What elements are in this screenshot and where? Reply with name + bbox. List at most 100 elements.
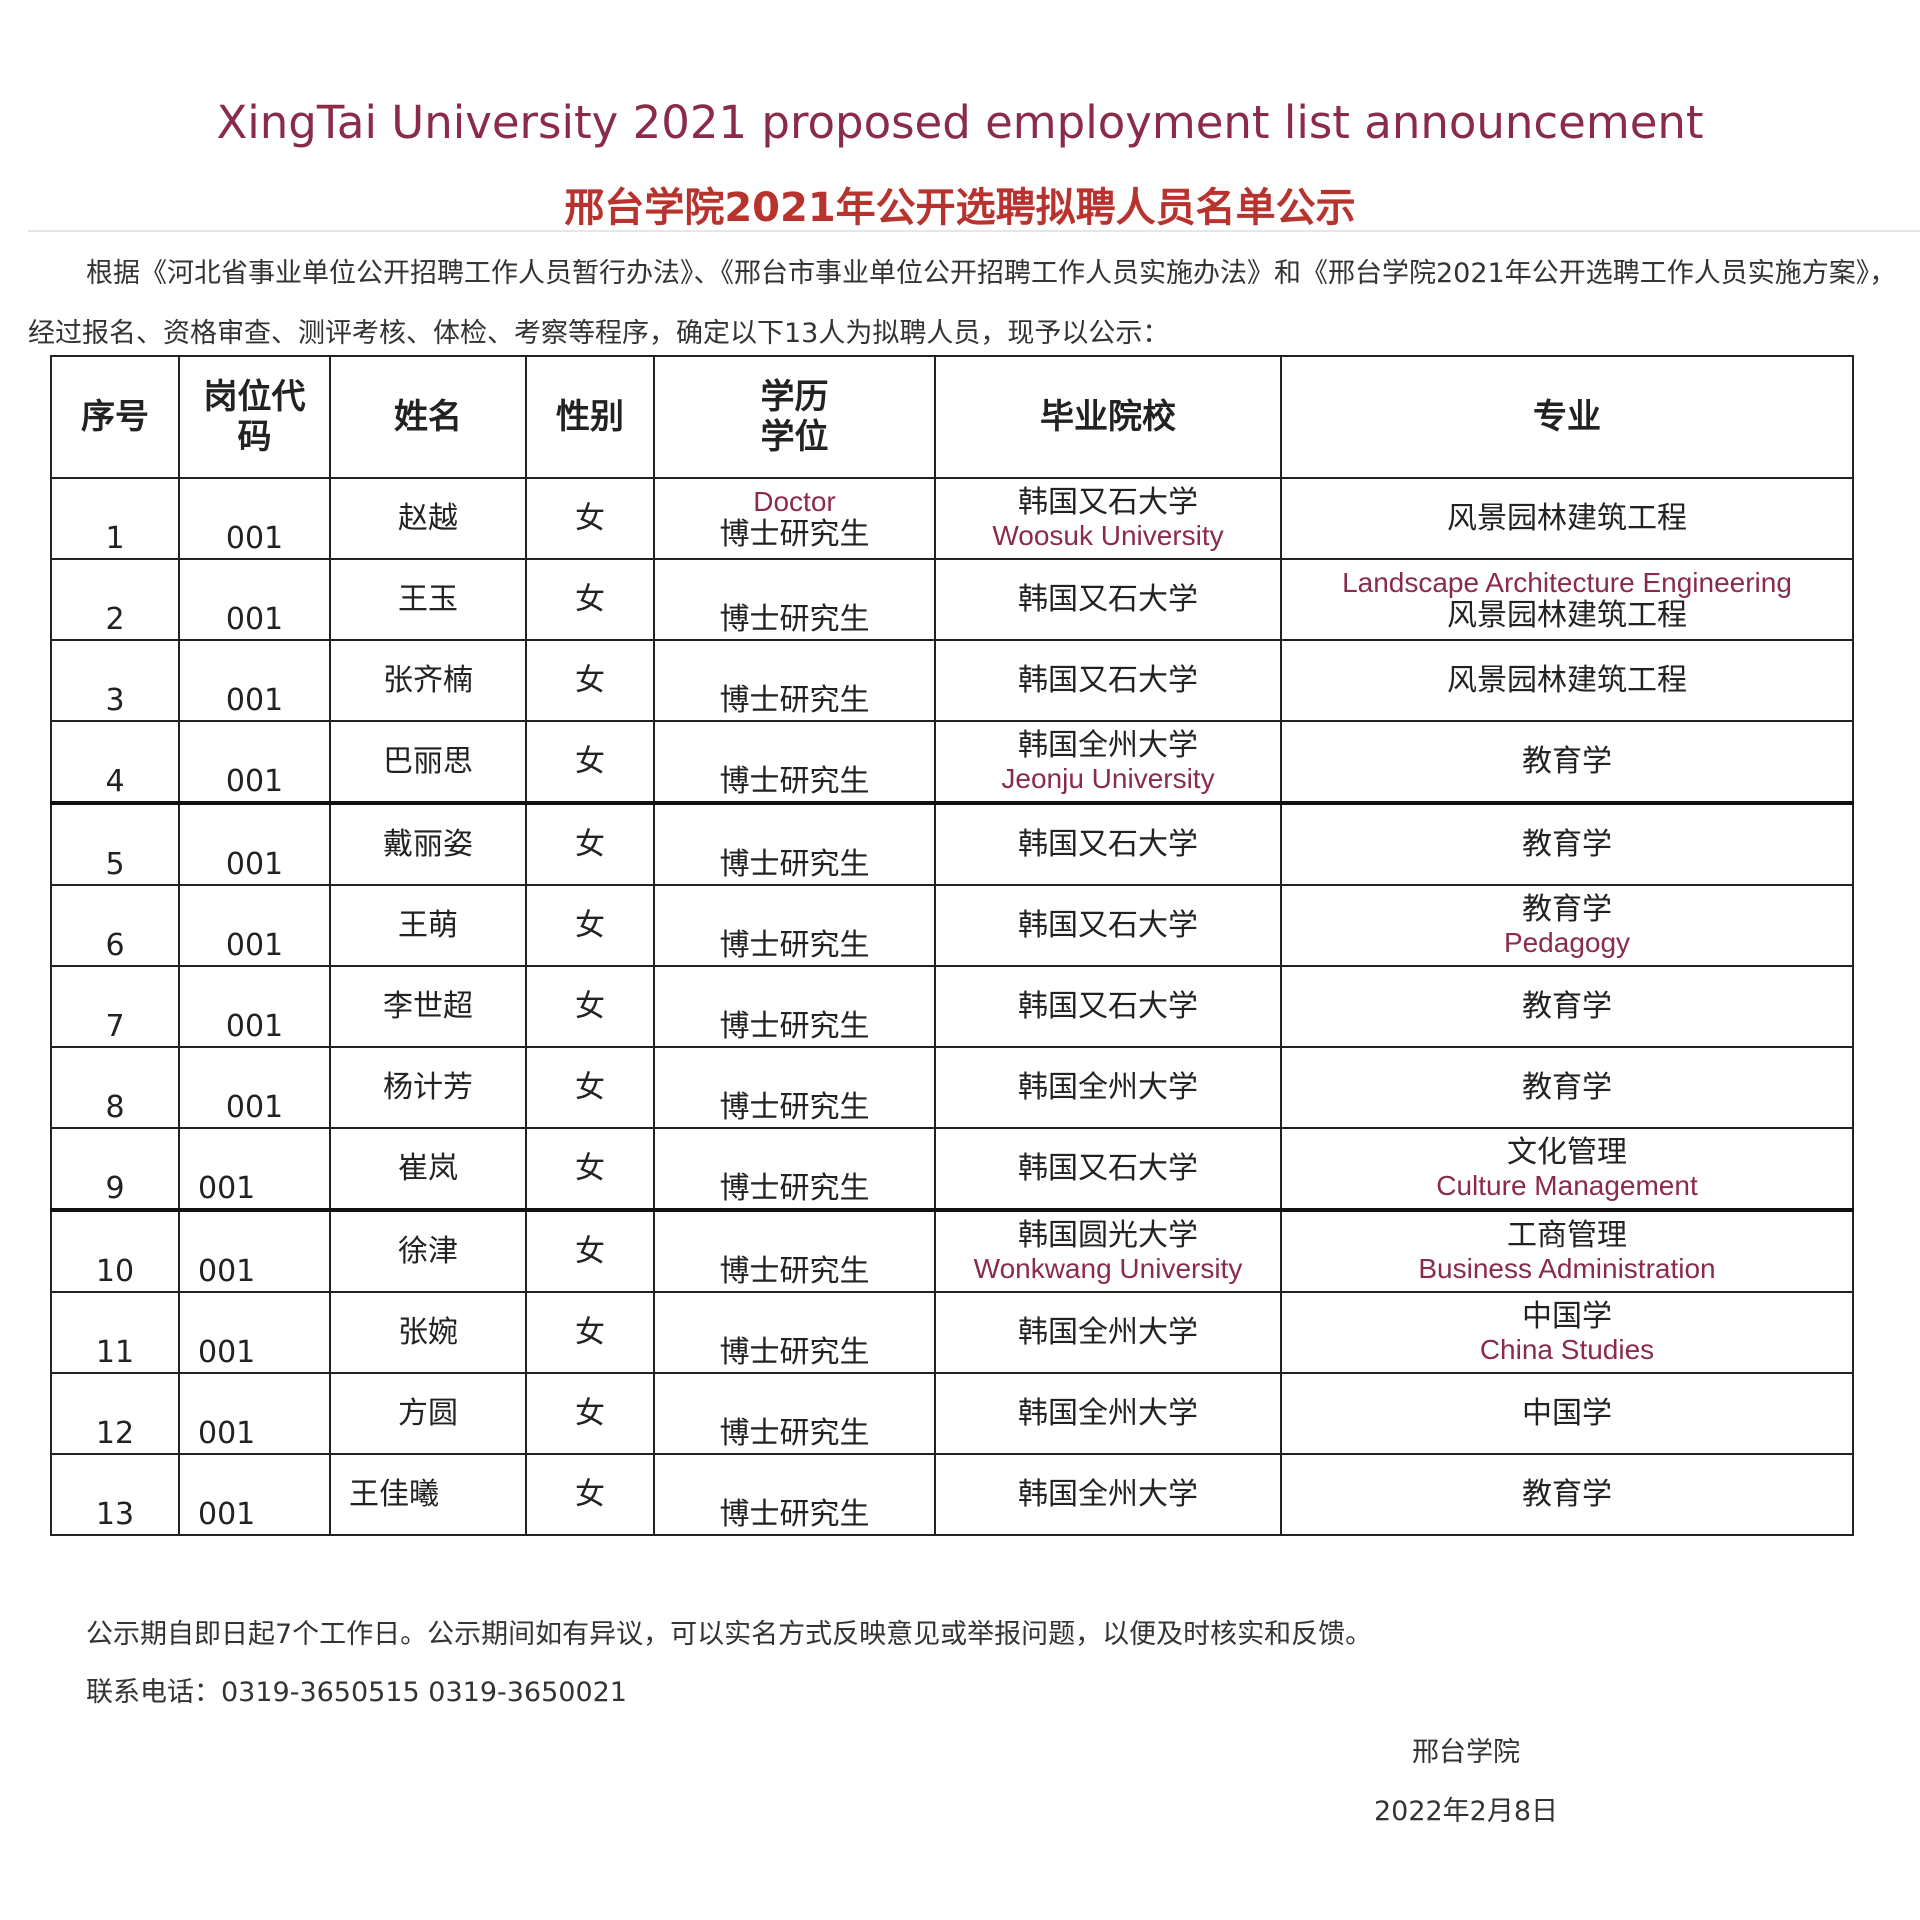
gender-text: 女 <box>575 1314 605 1350</box>
cell-gender: 女 <box>525 558 655 641</box>
cell-name: 杨计芳 <box>329 1046 527 1129</box>
header-code: 岗位代码 <box>178 355 331 479</box>
seq-text: 10 <box>95 1254 135 1289</box>
table-row: 12 001 方圆 女博士研究生 韩国全州大学 中国学 <box>50 1372 1854 1455</box>
degree-text: 博士研究生 <box>719 1090 870 1125</box>
cell-content: 001 <box>180 1129 329 1208</box>
name-text: 王萌 <box>398 907 458 943</box>
cell-content: 女 <box>527 1293 653 1372</box>
cell-degree: 博士研究生 <box>653 884 936 967</box>
name-text: 张齐楠 <box>383 662 473 698</box>
cell-school: 韩国全州大学 Jeonju University <box>934 720 1282 804</box>
cell-name: 赵越 <box>329 477 527 560</box>
cell-major: 文化管理 Culture Management <box>1280 1127 1854 1211</box>
header-degree: 学历学位 <box>653 355 936 479</box>
cell-content: 13 <box>52 1455 178 1534</box>
cell-content: 韩国全州大学 <box>936 1374 1280 1453</box>
cell-content: 博士研究生 <box>655 1374 934 1453</box>
cell-content: 4 <box>52 722 178 801</box>
cell-content: 5 <box>52 805 178 884</box>
cell-content: 巴丽思 <box>331 722 525 801</box>
school-text: 韩国又石大学 <box>1018 1150 1198 1186</box>
cell-content: 教育学 <box>1282 805 1852 884</box>
cell-content: 女 <box>527 641 653 720</box>
annotation-china: China Studies <box>1479 1333 1655 1365</box>
cell-content: 徐津 <box>331 1212 525 1291</box>
cell-school: 韩国全州大学 <box>934 1046 1282 1129</box>
seq-text: 7 <box>105 1009 125 1044</box>
cell-degree: 博士研究生 <box>653 558 936 641</box>
cell-seq: 13 <box>50 1453 180 1536</box>
cell-content: 001 <box>180 479 329 558</box>
cell-name: 张婉 <box>329 1291 527 1374</box>
cell-content: 博士研究生 <box>655 805 934 884</box>
cell-content: 工商管理 Business Administration <box>1282 1212 1852 1291</box>
cell-degree: 博士研究生 <box>653 965 936 1048</box>
cell-content: 女 <box>527 805 653 884</box>
school-text: 韩国又石大学 <box>1018 826 1198 862</box>
cell-content: 韩国又石大学 <box>936 967 1280 1046</box>
seq-text: 11 <box>95 1335 135 1370</box>
code-text: 001 <box>198 1171 256 1206</box>
table-row: 13 001 王佳曦 女博士研究生 韩国全州大学 教育学 <box>50 1453 1854 1536</box>
header-name: 姓名 <box>329 355 527 479</box>
table-row: 5 001 戴丽姿 女博士研究生 韩国又石大学 教育学 <box>50 801 1854 886</box>
cell-name: 王玉 <box>329 558 527 641</box>
cell-content: 王佳曦 <box>331 1455 525 1534</box>
cell-major: 教育学 Pedagogy <box>1280 884 1854 967</box>
cell-content: 戴丽姿 <box>331 805 525 884</box>
cell-content: 001 <box>180 1048 329 1127</box>
cell-seq: 11 <box>50 1291 180 1374</box>
cell-name: 方圆 <box>329 1372 527 1455</box>
cell-content: 李世超 <box>331 967 525 1046</box>
major-text: 工商管理 <box>1507 1217 1627 1253</box>
cell-content: 风景园林建筑工程 <box>1282 479 1852 558</box>
cell-name: 王佳曦 <box>329 1453 527 1536</box>
cell-content: 001 <box>180 641 329 720</box>
annotation-wonkwang: Wonkwang University <box>973 1252 1243 1284</box>
school-text: 韩国又石大学 <box>1018 581 1198 617</box>
degree-text: 博士研究生 <box>719 764 870 799</box>
chinese-title: 邢台学院2021年公开选聘拟聘人员名单公示 <box>564 185 1356 231</box>
major-text: 教育学 <box>1522 826 1612 862</box>
cell-gender: 女 <box>525 1208 655 1293</box>
cell-content: 张婉 <box>331 1293 525 1372</box>
cell-gender: 女 <box>525 965 655 1048</box>
cell-content: 女 <box>527 1455 653 1534</box>
cell-content: 韩国又石大学 <box>936 560 1280 639</box>
cell-code: 001 <box>178 639 331 722</box>
major-text: 风景园林建筑工程 <box>1447 662 1687 698</box>
cell-code: 001 <box>178 1208 331 1293</box>
table-row: 7 001 李世超 女博士研究生 韩国又石大学 教育学 <box>50 965 1854 1048</box>
degree-text: 博士研究生 <box>719 1254 870 1289</box>
cell-content: 女 <box>527 560 653 639</box>
code-text: 001 <box>198 1254 256 1289</box>
cell-content: 韩国又石大学 <box>936 1129 1280 1208</box>
cell-content: 文化管理 Culture Management <box>1282 1129 1852 1208</box>
cell-content: 韩国又石大学 <box>936 886 1280 965</box>
degree-text: 博士研究生 <box>719 847 870 882</box>
cell-content: 博士研究生 <box>655 1129 934 1208</box>
signature: 邢台学院 <box>1412 1737 1520 1768</box>
code-text: 001 <box>225 521 284 556</box>
cell-content: 3 <box>52 641 178 720</box>
cell-content: 韩国圆光大学 Wonkwang University <box>936 1212 1280 1291</box>
annotation-landscape: Landscape Architecture Engineering <box>1342 566 1792 598</box>
degree-text: 博士研究生 <box>719 1009 870 1044</box>
cell-content: 博士研究生 <box>655 1212 934 1291</box>
cell-school: 韩国全州大学 <box>934 1453 1282 1536</box>
english-title: XingTai University 2021 proposed employm… <box>216 96 1704 149</box>
cell-content: 001 <box>180 560 329 639</box>
cell-school: 韩国又石大学 <box>934 1127 1282 1211</box>
name-text: 张婉 <box>398 1314 458 1350</box>
cell-gender: 女 <box>525 639 655 722</box>
cell-major: 风景园林建筑工程 <box>1280 639 1854 722</box>
major-text: 文化管理 <box>1507 1134 1627 1170</box>
gender-text: 女 <box>575 826 605 862</box>
seq-text: 5 <box>105 847 125 882</box>
cell-gender: 女 <box>525 884 655 967</box>
cell-code: 001 <box>178 1127 331 1211</box>
cell-gender: 女 <box>525 801 655 886</box>
cell-content: 001 <box>180 722 329 801</box>
seq-text: 8 <box>105 1090 125 1125</box>
